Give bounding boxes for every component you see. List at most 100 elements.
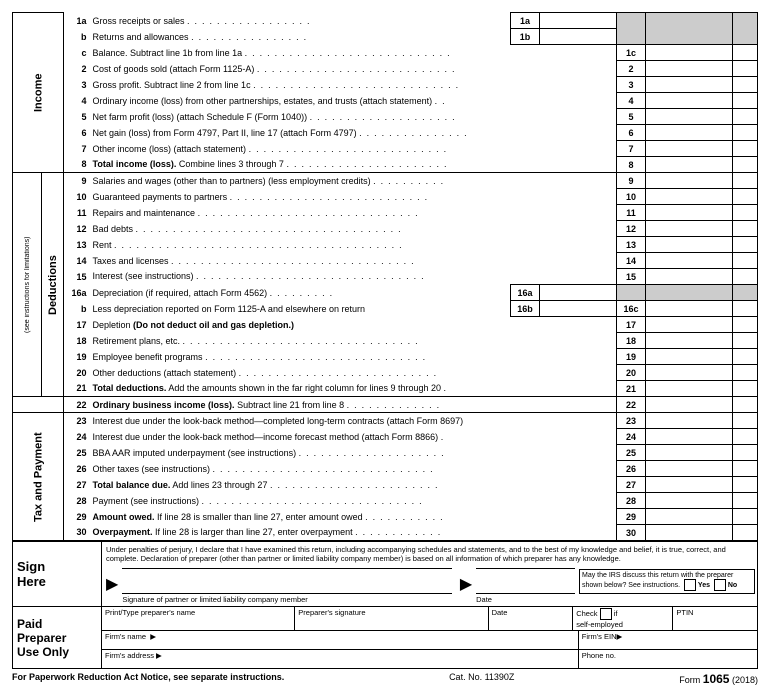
cents-field[interactable] bbox=[733, 365, 758, 381]
line-desc: Rent . . . . . . . . . . . . . . . . . .… bbox=[90, 237, 617, 253]
preparer-signature-field[interactable]: Preparer's signature bbox=[295, 607, 488, 630]
amount-field[interactable] bbox=[646, 157, 733, 173]
amount-field[interactable] bbox=[646, 109, 733, 125]
cents-field[interactable] bbox=[733, 125, 758, 141]
cents-field[interactable] bbox=[733, 493, 758, 509]
amount-field[interactable] bbox=[646, 77, 733, 93]
amount-field[interactable] bbox=[646, 509, 733, 525]
date-field[interactable]: Date bbox=[476, 568, 575, 594]
amount-field[interactable] bbox=[646, 205, 733, 221]
firm-name-field[interactable]: Firm's name ▶ bbox=[102, 631, 579, 649]
cents-field[interactable] bbox=[733, 77, 758, 93]
line-num: 6 bbox=[64, 125, 90, 141]
amount-field[interactable] bbox=[646, 237, 733, 253]
cents-field[interactable] bbox=[733, 93, 758, 109]
cents-field[interactable] bbox=[733, 317, 758, 333]
line-desc: Taxes and licenses . . . . . . . . . . .… bbox=[90, 253, 617, 269]
cents-field[interactable] bbox=[733, 413, 758, 429]
line-num: 5 bbox=[64, 109, 90, 125]
cents-field[interactable] bbox=[733, 221, 758, 237]
yes-label: Yes bbox=[698, 582, 710, 589]
sub-amount[interactable] bbox=[540, 285, 617, 301]
amount-field[interactable] bbox=[646, 173, 733, 189]
amount-field[interactable] bbox=[646, 413, 733, 429]
amount-field[interactable] bbox=[646, 301, 733, 317]
cents-field[interactable] bbox=[733, 301, 758, 317]
amount-field[interactable] bbox=[646, 365, 733, 381]
signature-field[interactable]: Signature of partner or limited liabilit… bbox=[122, 568, 452, 594]
amount-field[interactable] bbox=[646, 349, 733, 365]
amount-field[interactable] bbox=[646, 61, 733, 77]
cents-field[interactable] bbox=[733, 45, 758, 61]
cents-field[interactable] bbox=[733, 429, 758, 445]
cents-field[interactable] bbox=[733, 61, 758, 77]
right-num: 3 bbox=[617, 77, 646, 93]
shaded-cell bbox=[617, 285, 646, 301]
cents-field[interactable] bbox=[733, 333, 758, 349]
cents-field[interactable] bbox=[733, 525, 758, 541]
irs-discuss-box: May the IRS discuss this return with the… bbox=[579, 569, 755, 594]
amount-field[interactable] bbox=[646, 93, 733, 109]
no-checkbox[interactable] bbox=[714, 579, 726, 591]
cents-field[interactable] bbox=[733, 269, 758, 285]
line-num: 27 bbox=[64, 477, 90, 493]
cents-field[interactable] bbox=[733, 349, 758, 365]
amount-field[interactable] bbox=[646, 445, 733, 461]
cents-field[interactable] bbox=[733, 205, 758, 221]
amount-field[interactable] bbox=[646, 141, 733, 157]
sub-amount[interactable] bbox=[540, 13, 617, 29]
line-num: b bbox=[64, 29, 90, 45]
sub-num: 1b bbox=[511, 29, 540, 45]
self-employed-checkbox[interactable] bbox=[600, 608, 612, 620]
cents-field[interactable] bbox=[733, 109, 758, 125]
shaded-cell bbox=[617, 13, 646, 45]
right-num: 29 bbox=[617, 509, 646, 525]
sub-amount[interactable] bbox=[540, 29, 617, 45]
amount-field[interactable] bbox=[646, 45, 733, 61]
preparer-date-field[interactable]: Date bbox=[489, 607, 574, 630]
line-desc: Payment (see instructions) . . . . . . .… bbox=[90, 493, 617, 509]
amount-field[interactable] bbox=[646, 477, 733, 493]
amount-field[interactable] bbox=[646, 493, 733, 509]
amount-field[interactable] bbox=[646, 221, 733, 237]
cents-field[interactable] bbox=[733, 397, 758, 413]
amount-field[interactable] bbox=[646, 381, 733, 397]
paid-preparer-section: Paid Preparer Use Only Print/Type prepar… bbox=[12, 607, 758, 669]
cents-field[interactable] bbox=[733, 237, 758, 253]
cents-field[interactable] bbox=[733, 157, 758, 173]
cents-field[interactable] bbox=[733, 189, 758, 205]
cents-field[interactable] bbox=[733, 141, 758, 157]
cents-field[interactable] bbox=[733, 253, 758, 269]
amount-field[interactable] bbox=[646, 333, 733, 349]
firm-ein-field[interactable]: Firm's EIN▶ bbox=[579, 631, 757, 649]
amount-field[interactable] bbox=[646, 125, 733, 141]
amount-field[interactable] bbox=[646, 269, 733, 285]
cents-field[interactable] bbox=[733, 445, 758, 461]
cents-field[interactable] bbox=[733, 477, 758, 493]
sub-amount[interactable] bbox=[540, 301, 617, 317]
ptin-field[interactable]: PTIN bbox=[673, 607, 757, 630]
line-desc: Overpayment. If line 28 is larger than l… bbox=[90, 525, 617, 541]
right-num: 7 bbox=[617, 141, 646, 157]
cents-field[interactable] bbox=[733, 509, 758, 525]
amount-field[interactable] bbox=[646, 461, 733, 477]
amount-field[interactable] bbox=[646, 317, 733, 333]
line-desc: Depreciation (if required, attach Form 4… bbox=[90, 285, 511, 301]
right-num: 13 bbox=[617, 237, 646, 253]
amount-field[interactable] bbox=[646, 397, 733, 413]
cents-field[interactable] bbox=[733, 173, 758, 189]
phone-field[interactable]: Phone no. bbox=[579, 650, 757, 668]
print-name-field[interactable]: Print/Type preparer's name bbox=[102, 607, 295, 630]
amount-field[interactable] bbox=[646, 189, 733, 205]
amount-field[interactable] bbox=[646, 253, 733, 269]
cents-field[interactable] bbox=[733, 461, 758, 477]
line-num: 7 bbox=[64, 141, 90, 157]
line-desc: Total balance due. Add lines 23 through … bbox=[90, 477, 617, 493]
amount-field[interactable] bbox=[646, 429, 733, 445]
yes-checkbox[interactable] bbox=[684, 579, 696, 591]
firm-address-field[interactable]: Firm's address ▶ bbox=[102, 650, 579, 668]
line-desc: Other taxes (see instructions) . . . . .… bbox=[90, 461, 617, 477]
right-num: 30 bbox=[617, 525, 646, 541]
cents-field[interactable] bbox=[733, 381, 758, 397]
amount-field[interactable] bbox=[646, 525, 733, 541]
